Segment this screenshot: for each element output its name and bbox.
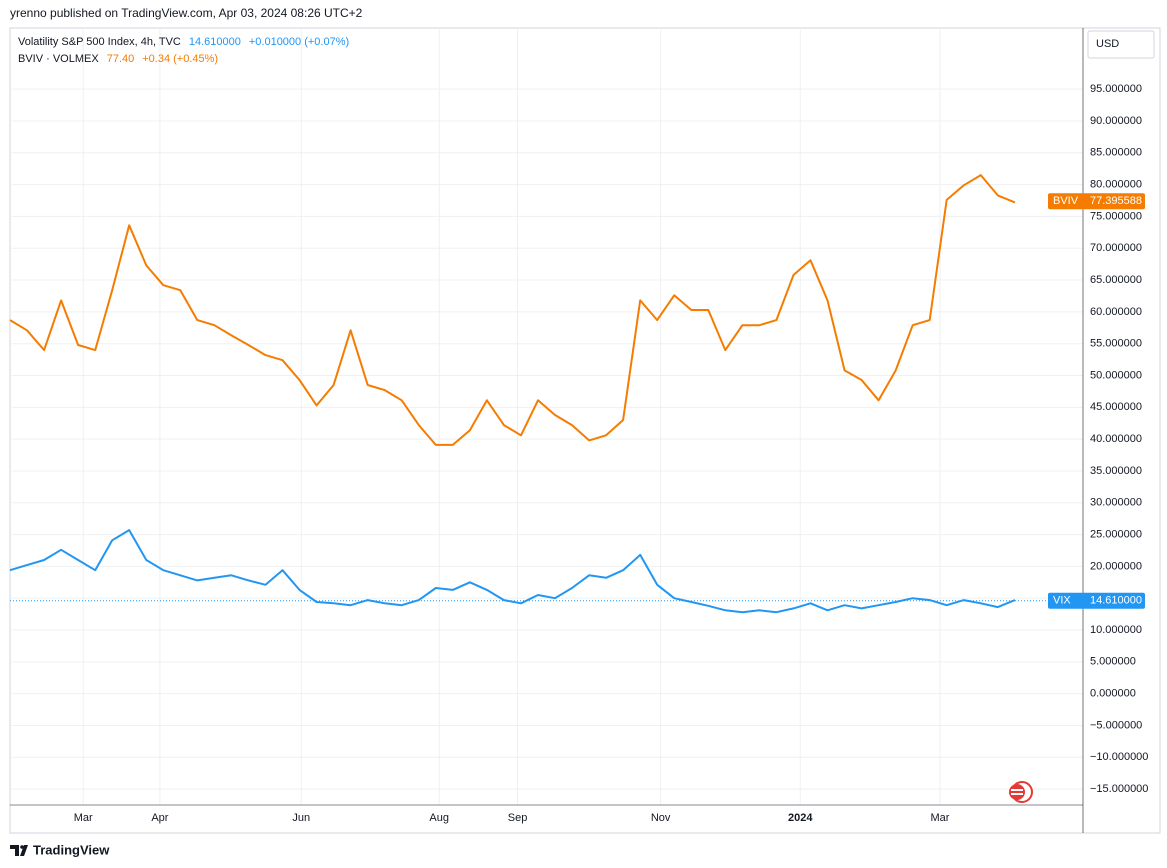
y-tick-label: 40.000000 [1090,433,1142,445]
legend-name: BVIV · VOLMEX [18,53,99,65]
y-tick-label: 5.000000 [1090,656,1136,668]
y-tick-label: 95.000000 [1090,83,1142,95]
y-tick-label: 20.000000 [1090,560,1142,572]
legend-change: +0.010000 (+0.07%) [249,36,349,48]
price-label-value: 14.610000 [1090,595,1142,607]
x-tick-label: Aug [429,812,449,824]
y-tick-label: −5.000000 [1090,719,1142,731]
footer-brand: TradingView [33,842,110,857]
footer-logo [10,845,28,856]
price-label-box [1048,592,1145,609]
y-tick-label: 45.000000 [1090,401,1142,413]
y-tick-label: −10.000000 [1090,751,1148,763]
x-tick-label: Apr [151,812,168,824]
y-tick-label: 70.000000 [1090,242,1142,254]
currency[interactable]: USD [1096,38,1119,50]
price-label-name: VIX [1053,595,1071,607]
price-label-name: BVIV [1053,195,1079,207]
frame [9,27,1161,834]
y-tick-label: 50.000000 [1090,369,1142,381]
price-label-value: 77.395588 [1090,195,1142,207]
y-tick-label: 75.000000 [1090,210,1142,222]
y-tick-label: −15.000000 [1090,783,1148,795]
y-tick-label: 0.000000 [1090,688,1136,700]
currency-box[interactable] [1087,30,1155,59]
x-tick-label: Sep [508,812,528,824]
x-tick-label: Mar [930,812,949,824]
flag-icon [1009,781,1033,803]
series-line [9,174,1016,446]
series-line [9,529,1016,614]
y-tick-label: 60.000000 [1090,306,1142,318]
legend-change: +0.34 (+0.45%) [142,53,218,65]
price-label-box [1048,193,1145,210]
y-tick-label: 80.000000 [1090,179,1142,191]
y-tick-label: 35.000000 [1090,465,1142,477]
x-tick-label: 2024 [788,812,813,824]
x-tick-label: Nov [651,812,671,824]
y-tick-label: 30.000000 [1090,497,1142,509]
legend-value: 77.40 [107,53,135,65]
y-tick-label: 55.000000 [1090,338,1142,350]
publish-note: yrenno published on TradingView.com, Apr… [10,6,363,20]
legend-value: 14.610000 [189,36,241,48]
legend-name: Volatility S&P 500 Index, 4h, TVC [18,36,181,48]
y-tick-label: 10.000000 [1090,624,1142,636]
x-tick-label: Mar [74,812,93,824]
x-tick-label: Jun [292,812,310,824]
y-tick-label: 85.000000 [1090,147,1142,159]
y-tick-label: 90.000000 [1090,115,1142,127]
y-tick-label: 65.000000 [1090,274,1142,286]
y-tick-label: 25.000000 [1090,528,1142,540]
